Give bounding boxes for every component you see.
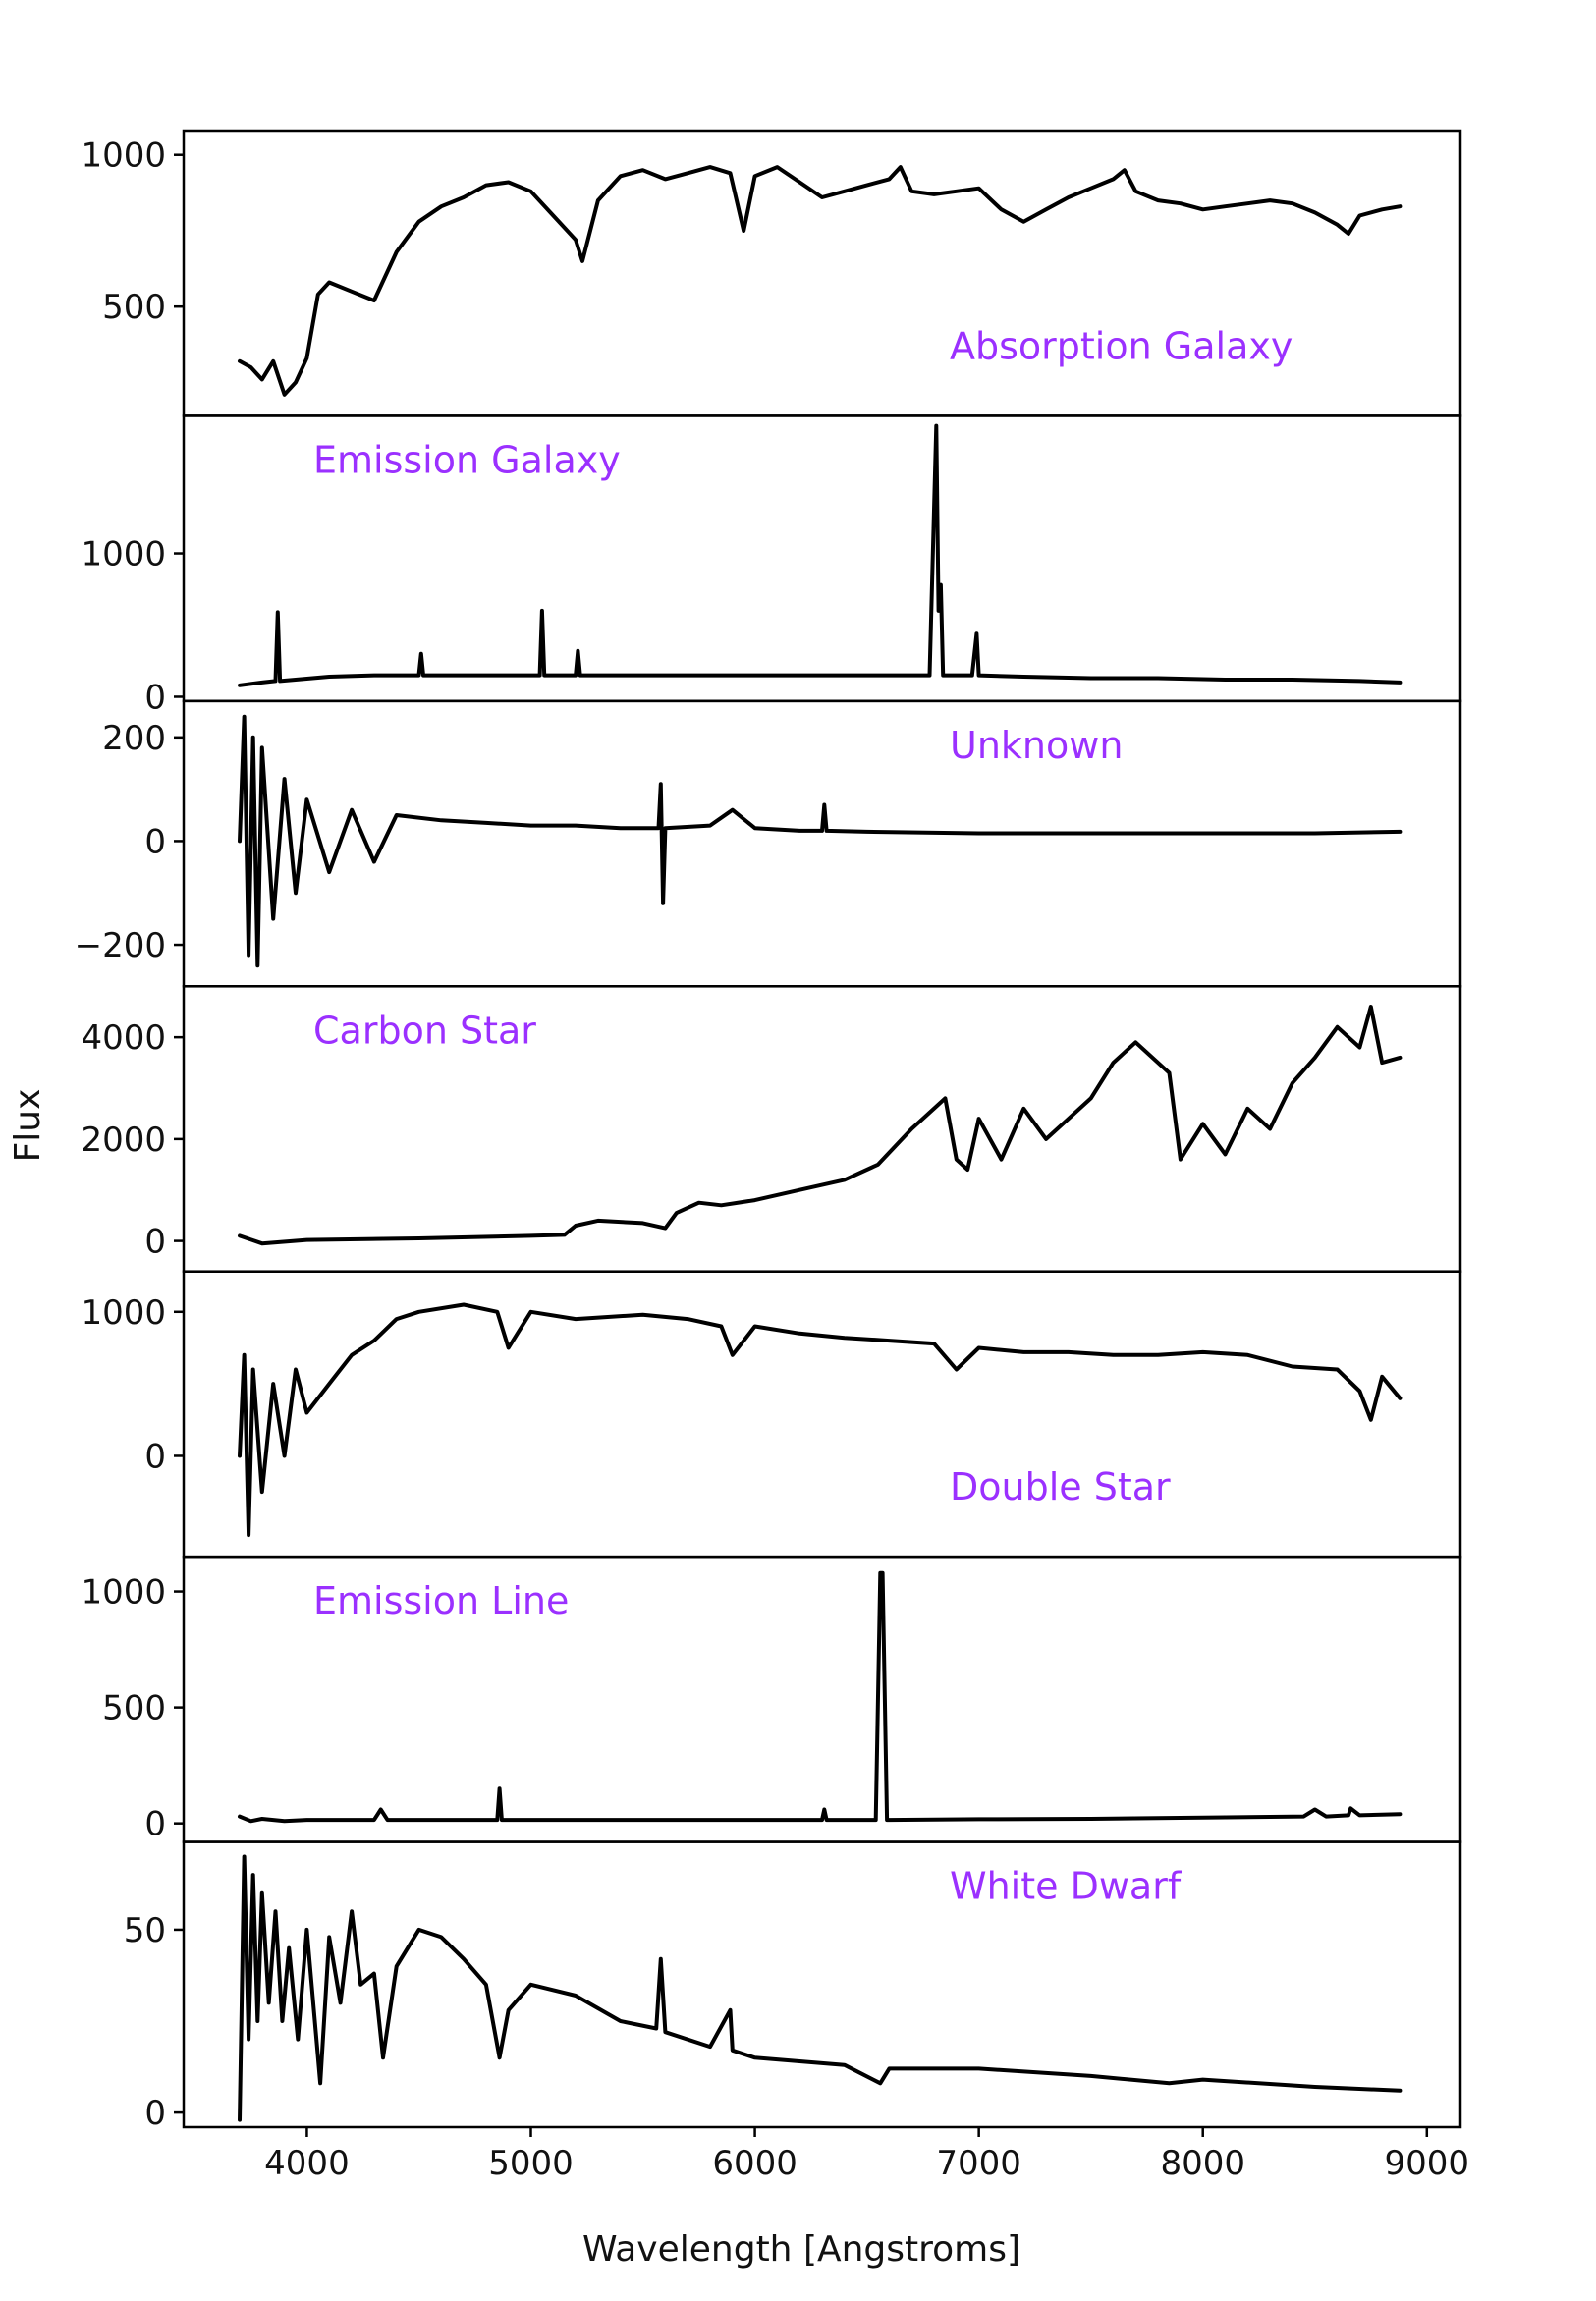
x-tick-label: 7000 [936, 2144, 1021, 2183]
x-tick-label: 4000 [264, 2144, 350, 2183]
panel-label-emission-line: Emission Line [313, 1579, 569, 1622]
y-tick-label: 4000 [81, 1018, 166, 1058]
spectrum-line [238, 423, 1403, 687]
panel-emission-line: 0 500 1000 Emission Line [81, 1555, 1462, 1844]
x-axis: 4000 5000 6000 7000 8000 9000 [264, 2127, 1469, 2183]
spectrum-line [238, 1302, 1403, 1538]
spectrum-line [238, 1005, 1403, 1246]
x-tick-label: 8000 [1160, 2144, 1245, 2183]
y-tick-label: −200 [75, 926, 166, 965]
x-tick-label: 5000 [488, 2144, 574, 2183]
x-tick-label: 9000 [1385, 2144, 1470, 2183]
y-tick-label: 500 [102, 288, 166, 327]
y-tick-label: 50 [124, 1911, 166, 1950]
panel-label-unknown: Unknown [950, 724, 1123, 767]
y-tick-label: 1000 [81, 1293, 166, 1333]
y-tick-label: 500 [102, 1689, 166, 1728]
spectrum-line [238, 1854, 1403, 2122]
panel-double-star: 0 1000 Double Star [81, 1270, 1462, 1559]
y-tick-label: 1000 [81, 137, 166, 176]
spectrum-line [238, 165, 1403, 397]
y-axis-title: Flux [8, 1089, 48, 1163]
y-tick-label: 2000 [81, 1121, 166, 1160]
panel-label-double-star: Double Star [950, 1465, 1171, 1508]
panel-frame [182, 1270, 1462, 1559]
y-tick-label: 0 [144, 678, 166, 717]
panel-frame [182, 1840, 1462, 2129]
spectrum-line [238, 714, 1403, 968]
panel-carbon-star: 0 2000 4000 Carbon Star [81, 985, 1462, 1273]
panel-frame [182, 129, 1462, 417]
y-tick-label: 1000 [81, 535, 166, 575]
spectrum-line [238, 1570, 1403, 1824]
panel-label-absorption-galaxy: Absorption Galaxy [950, 324, 1293, 367]
y-tick-label: 0 [144, 822, 166, 861]
x-tick-label: 6000 [712, 2144, 798, 2183]
y-tick-label: 0 [144, 1805, 166, 1844]
panel-frame [182, 699, 1462, 988]
panel-absorption-galaxy: 500 1000 Absorption Galaxy [81, 129, 1462, 417]
y-tick-label: 0 [144, 1223, 166, 1262]
y-tick-label: 1000 [81, 1573, 166, 1613]
panel-unknown: −200 0 200 Unknown [75, 699, 1462, 988]
y-tick-label: 0 [144, 2094, 166, 2133]
panel-label-carbon-star: Carbon Star [313, 1009, 536, 1052]
y-tick-label: 200 [102, 719, 166, 758]
panel-label-emission-galaxy: Emission Galaxy [313, 438, 621, 481]
y-tick-label: 0 [144, 1437, 166, 1476]
x-axis-title: Wavelength [Angstroms] [582, 2229, 1020, 2270]
panel-label-white-dwarf: White Dwarf [950, 1865, 1183, 1908]
panel-emission-galaxy: 0 1000 Emission Galaxy [81, 414, 1462, 717]
panel-white-dwarf: 0 50 White Dwarf [124, 1840, 1462, 2133]
